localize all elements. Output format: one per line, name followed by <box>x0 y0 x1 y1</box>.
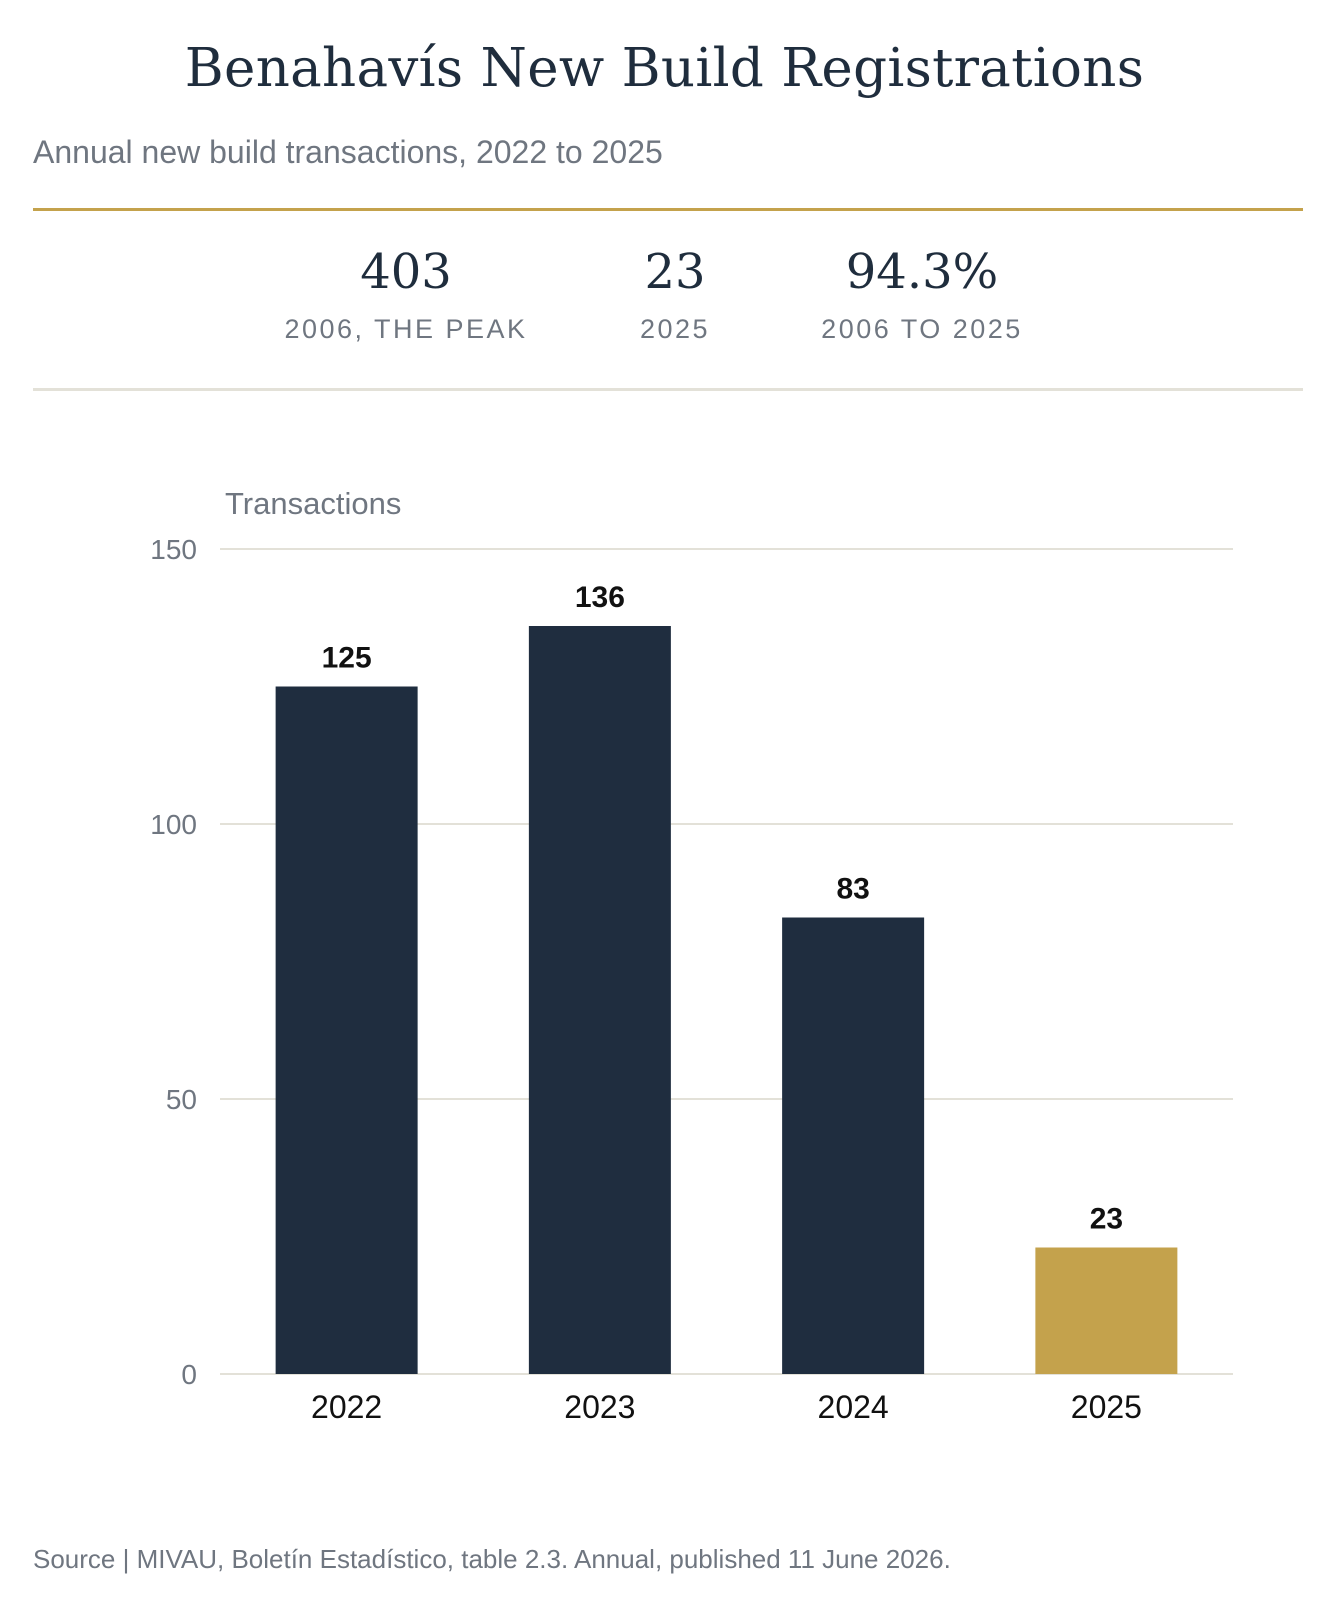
top-divider <box>33 208 1303 211</box>
chart-subtitle: Annual new build transactions, 2022 to 2… <box>33 134 663 170</box>
x-tick-label-2025: 2025 <box>1071 1389 1142 1425</box>
stat-latest-value: 23 <box>644 244 706 300</box>
stat-change-value: 94.3% <box>845 244 999 300</box>
source-note: Source | MIVAU, Boletín Estadístico, tab… <box>33 1544 951 1574</box>
value-label-2025: 23 <box>1090 1203 1123 1236</box>
bars <box>275 626 1178 1374</box>
y-tick-label: 0 <box>181 1359 197 1390</box>
bar-2023 <box>528 626 671 1374</box>
bar-chart: 0 50 100 150 125 2022 136 2023 83 2024 23 2025 <box>150 534 1233 1425</box>
y-tick-label: 100 <box>150 809 197 840</box>
stat-peak-label: 2006, THE PEAK <box>284 314 528 344</box>
x-tick-label-2023: 2023 <box>564 1389 635 1425</box>
value-label-2024: 83 <box>836 873 869 906</box>
value-label-2023: 136 <box>575 581 625 614</box>
bar-2024 <box>782 917 925 1374</box>
stat-change: 94.3% 2006 TO 2025 <box>792 244 1052 345</box>
bar-2025 <box>1035 1247 1178 1374</box>
bar-2022 <box>275 686 418 1374</box>
stat-latest-label: 2025 <box>639 314 711 344</box>
stat-peak: 403 2006, THE PEAK <box>276 244 536 345</box>
y-tick-label: 50 <box>166 1084 197 1115</box>
x-tick-label-2024: 2024 <box>818 1389 889 1425</box>
stats-divider <box>33 388 1303 391</box>
stat-latest: 23 2025 <box>595 244 755 345</box>
value-label-2022: 125 <box>322 642 372 675</box>
stat-change-label: 2006 TO 2025 <box>821 314 1023 344</box>
bar-labels: 0 50 100 150 125 2022 136 2023 83 2024 23 2025 <box>150 534 1142 1425</box>
x-tick-label-2022: 2022 <box>311 1389 382 1425</box>
chart-title: Benahavís New Build Registrations <box>184 38 1145 99</box>
y-axis-label: Transactions <box>225 486 402 521</box>
y-tick-label: 150 <box>150 534 197 565</box>
stat-peak-value: 403 <box>360 244 452 300</box>
